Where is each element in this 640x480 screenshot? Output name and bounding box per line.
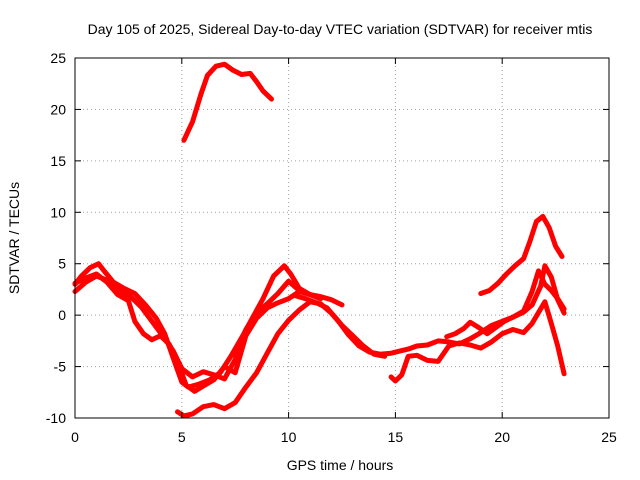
y-tick-label: 5	[58, 256, 66, 272]
x-tick-label: 15	[388, 429, 404, 445]
y-tick-label: -10	[46, 410, 66, 426]
x-tick-label: 25	[601, 429, 617, 445]
plot-frame	[74, 57, 610, 419]
x-tick-label: 20	[494, 429, 510, 445]
series-line-arc-a	[72, 261, 345, 390]
series-line-arc-c	[72, 271, 324, 394]
series-line-arc-d	[175, 299, 388, 419]
y-tick-label: 10	[50, 204, 66, 220]
y-tick-label: -5	[54, 359, 67, 375]
series-line-arc-h	[478, 213, 565, 296]
series-line-arc-e	[292, 263, 567, 357]
x-tick-label: 10	[281, 429, 297, 445]
x-tick-label: 0	[71, 429, 79, 445]
y-tick-label: 25	[50, 50, 66, 66]
y-axis-label: SDTVAR / TECUs	[6, 182, 22, 294]
x-tick-label: 5	[178, 429, 186, 445]
chart-title: Day 105 of 2025, Sidereal Day-to-day VTE…	[88, 21, 593, 37]
series-line-arc-high	[181, 61, 274, 143]
series-line-arc-b	[72, 273, 324, 382]
series-line-arc-g	[444, 268, 567, 340]
y-tick-label: 20	[50, 101, 66, 117]
x-axis-label: GPS time / hours	[287, 457, 394, 473]
y-tick-label: 0	[58, 307, 66, 323]
axis-ticks: 0 5 10 15 20 25 -10 -5 0 5 10 15 20 25	[46, 50, 617, 445]
series-line-arc-f	[388, 299, 567, 384]
series-group	[72, 61, 567, 419]
y-tick-label: 15	[50, 153, 66, 169]
